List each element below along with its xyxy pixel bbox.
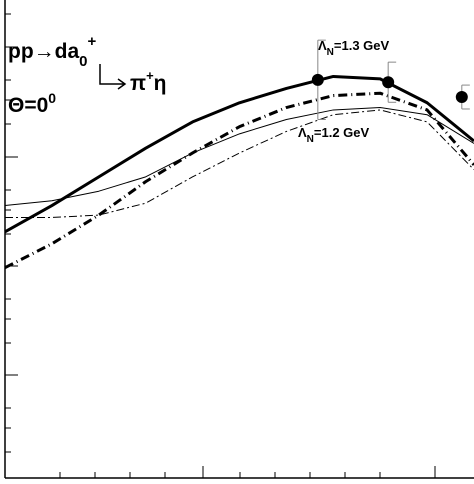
data-point bbox=[382, 76, 395, 89]
superscript: + bbox=[146, 68, 154, 83]
reaction-label: pp→da0+ bbox=[8, 33, 97, 70]
subscript: N bbox=[307, 134, 314, 145]
subscript: 0 bbox=[79, 53, 87, 70]
lambda-12-label: ΛN=1.2 GeV bbox=[298, 125, 370, 145]
lambda: Λ bbox=[298, 125, 307, 140]
data-point bbox=[455, 91, 468, 104]
decay-arrow bbox=[99, 64, 127, 90]
angle-label: Θ=00 bbox=[8, 90, 56, 117]
data-point bbox=[311, 73, 324, 86]
lambda: Λ bbox=[318, 38, 327, 53]
axes bbox=[4, 0, 474, 479]
superscript: + bbox=[88, 33, 97, 50]
pi: π bbox=[130, 72, 146, 95]
angle: Θ=0 bbox=[8, 94, 48, 117]
decay-label: π+η bbox=[130, 68, 167, 95]
curve bbox=[4, 107, 474, 207]
value-text: =1.2 GeV bbox=[314, 125, 370, 140]
curve bbox=[4, 74, 474, 234]
superscript: 0 bbox=[48, 90, 56, 106]
value-text: =1.3 GeV bbox=[334, 38, 390, 53]
eta: η bbox=[154, 72, 167, 95]
reaction: pp→da bbox=[8, 40, 79, 63]
axis-ticks bbox=[5, 13, 436, 478]
subscript: N bbox=[327, 47, 334, 58]
curve bbox=[4, 91, 474, 270]
lambda-13-label: ΛN=1.3 GeV bbox=[318, 38, 390, 58]
